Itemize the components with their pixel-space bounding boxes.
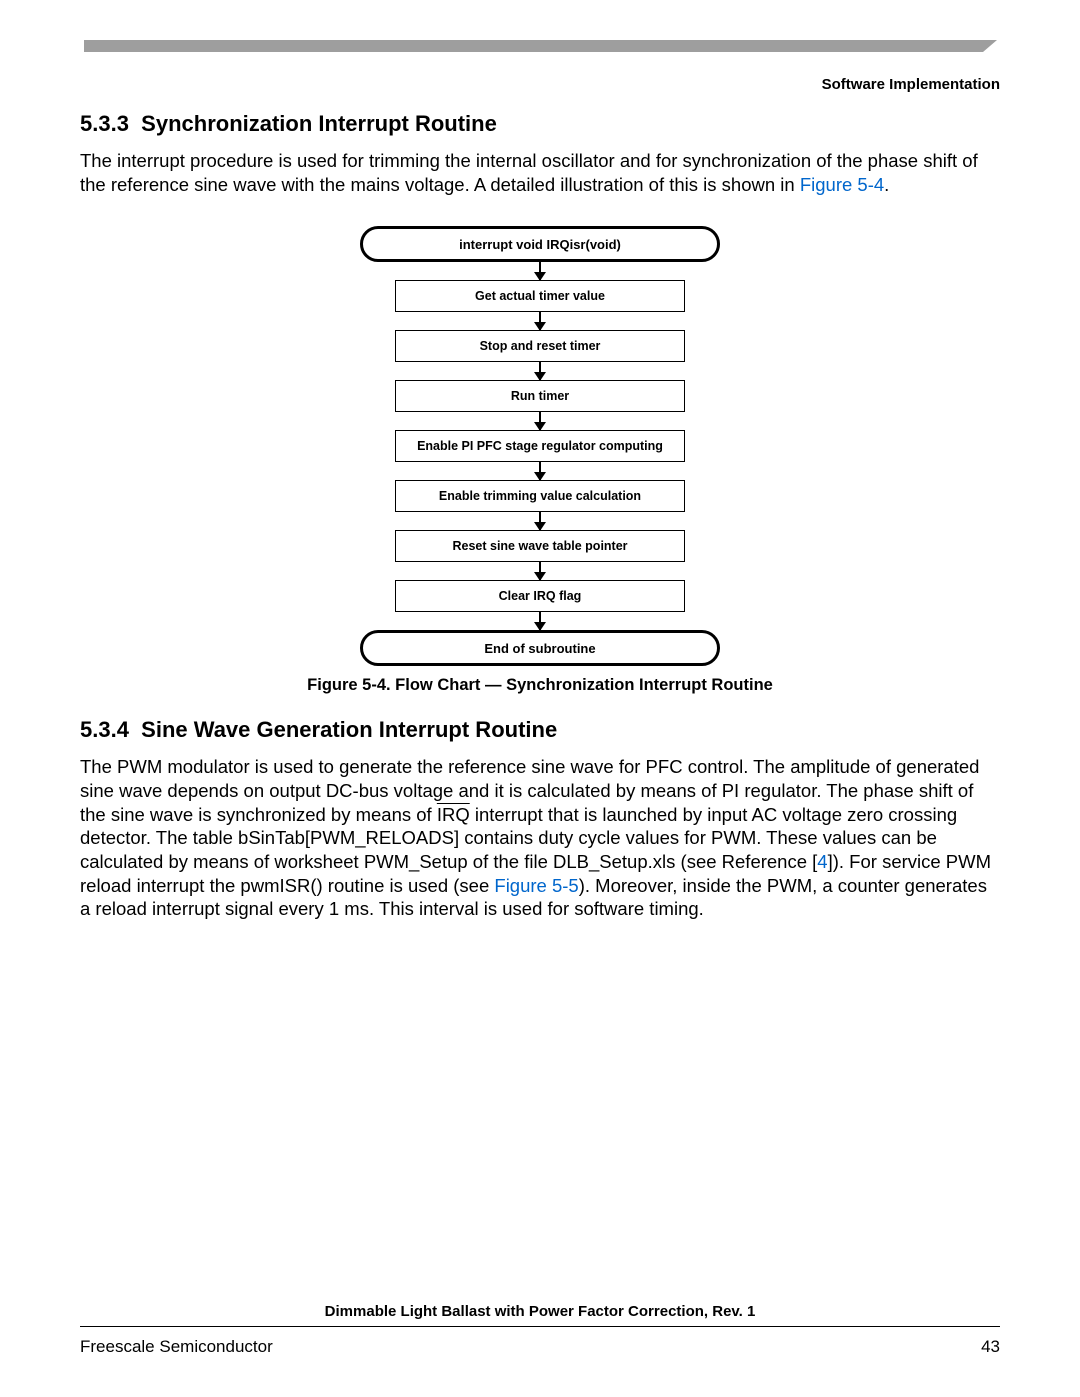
flow-node-clear-irq: Clear IRQ flag [395, 580, 685, 612]
flow-arrow [539, 412, 541, 430]
flow-node-reset-ptr: Reset sine wave table pointer [395, 530, 685, 562]
flow-arrow [539, 562, 541, 580]
section2-paragraph: The PWM modulator is used to generate th… [80, 755, 1000, 921]
section-heading-534: 5.3.4 Sine Wave Generation Interrupt Rou… [80, 717, 1000, 743]
p1-text-b: . [884, 174, 889, 195]
footer-page-number: 43 [981, 1337, 1000, 1357]
irq-overline: IRQ [437, 804, 470, 825]
footer-doc-title: Dimmable Light Ballast with Power Factor… [80, 1303, 1000, 1326]
section-number: 5.3.4 [80, 717, 129, 742]
flow-node-end: End of subroutine [360, 630, 720, 666]
section-title: Sine Wave Generation Interrupt Routine [141, 717, 557, 742]
flowchart-sync-irq: interrupt void IRQisr(void) Get actual t… [360, 226, 720, 666]
figure-5-4-link[interactable]: Figure 5-4 [800, 174, 884, 195]
page-footer: Dimmable Light Ballast with Power Factor… [80, 1303, 1000, 1357]
header-rule [84, 40, 996, 52]
flow-arrow [539, 362, 541, 380]
flow-node-enable-trim: Enable trimming value calculation [395, 480, 685, 512]
footer-rule [80, 1326, 1000, 1327]
flow-arrow [539, 312, 541, 330]
section-title: Synchronization Interrupt Routine [141, 111, 497, 136]
footer-company: Freescale Semiconductor [80, 1337, 273, 1357]
figure-caption: Figure 5-4. Flow Chart — Synchronization… [80, 676, 1000, 695]
flow-node-stop-timer: Stop and reset timer [395, 330, 685, 362]
reference-4-link[interactable]: 4 [817, 851, 827, 872]
figure-5-5-link[interactable]: Figure 5-5 [494, 875, 578, 896]
flow-node-get-timer: Get actual timer value [395, 280, 685, 312]
flow-node-enable-pi: Enable PI PFC stage regulator computing [395, 430, 685, 462]
page: Software Implementation 5.3.3 Synchroniz… [0, 0, 1080, 975]
flow-arrow [539, 262, 541, 280]
running-header: Software Implementation [80, 76, 1000, 93]
flow-arrow [539, 462, 541, 480]
section1-paragraph: The interrupt procedure is used for trim… [80, 149, 1000, 196]
flow-node-start: interrupt void IRQisr(void) [360, 226, 720, 262]
section-number: 5.3.3 [80, 111, 129, 136]
flow-arrow [539, 612, 541, 630]
section-heading-533: 5.3.3 Synchronization Interrupt Routine [80, 111, 1000, 137]
flow-arrow [539, 512, 541, 530]
flow-node-run-timer: Run timer [395, 380, 685, 412]
